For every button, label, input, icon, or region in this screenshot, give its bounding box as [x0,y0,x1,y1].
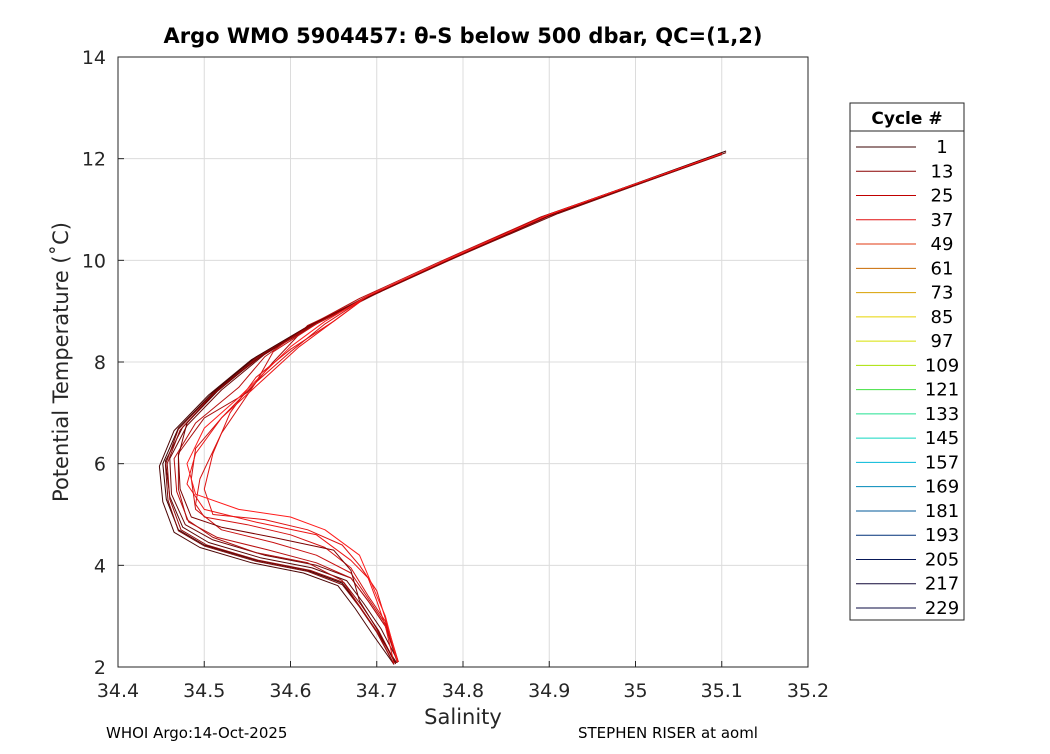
legend-label: 217 [925,574,959,595]
legend-box [849,102,965,621]
y-tick-label: 14 [82,47,106,69]
x-tick-labels: 34.4 34.5 34.6 34.7 34.8 34.9 35 35.1 35.2 [97,680,829,702]
y-axis-label: Potential Temperature (˚C) [49,222,73,502]
legend: Cycle # 1 13 25 37 49 61 73 85 97 109 121 133 145 157… [849,102,965,621]
legend-label: 133 [925,404,959,425]
legend-label: 229 [925,598,959,619]
y-tick-labels: 2 4 6 8 10 12 14 [82,47,106,679]
x-tick-label: 34.6 [269,680,311,702]
series-lines [158,150,727,665]
series-line [177,153,722,665]
series-line [166,153,722,664]
legend-label: 73 [931,283,954,304]
x-axis-label: Salinity [424,705,502,729]
series-line [169,152,727,663]
y-tick-label: 6 [94,454,106,476]
grid [117,56,809,668]
legend-label: 97 [931,331,954,352]
series-line [186,153,722,663]
series-line [164,152,722,663]
y-tick-label: 4 [94,555,106,577]
legend-label: 1 [936,137,947,158]
x-tick-label: 34.8 [442,680,484,702]
legend-label: 181 [925,501,959,522]
chart-title: Argo WMO 5904457: θ-S below 500 dbar, QC… [163,24,763,48]
x-tick-label: 34.4 [97,680,139,702]
series-line [177,153,722,665]
y-tick-label: 10 [82,250,106,272]
y-tick-label: 8 [94,352,106,374]
legend-label: 61 [931,258,954,279]
x-tick-label: 34.7 [356,680,398,702]
x-tick-label: 35.1 [701,680,743,702]
series-line [186,153,722,664]
series-line [158,153,722,665]
legend-label: 85 [931,307,954,328]
x-tick-label: 35.2 [787,680,829,702]
series-line [162,150,727,664]
legend-label: 121 [925,380,959,401]
x-tick-label: 35 [623,680,647,702]
y-tick-label: 12 [82,149,106,171]
legend-label: 157 [925,452,959,473]
legend-label: 25 [931,186,954,207]
legend-label: 13 [931,161,954,182]
x-tick-label: 34.9 [528,680,570,702]
series-line [190,153,722,663]
x-tick-label: 34.5 [183,680,225,702]
legend-label: 109 [925,355,959,376]
series-line [164,154,722,665]
plot-frame [117,56,809,668]
legend-label: 37 [931,210,954,231]
series-line [195,153,722,663]
legend-label: 49 [931,234,954,255]
legend-title: Cycle # [871,109,942,129]
legend-label: 205 [925,549,959,570]
y-tick-label: 2 [94,657,106,679]
footer-left-text: WHOI Argo:14-Oct-2025 [106,724,288,742]
series-line [173,153,722,664]
legend-label: 193 [925,525,959,546]
footer-right-text: STEPHEN RISER at aoml [578,724,758,742]
legend-entries: 1 13 25 37 49 61 73 85 97 109 121 133 145 157 169 181 19… [856,137,959,619]
legend-label: 169 [925,477,959,498]
legend-label: 145 [925,428,959,449]
